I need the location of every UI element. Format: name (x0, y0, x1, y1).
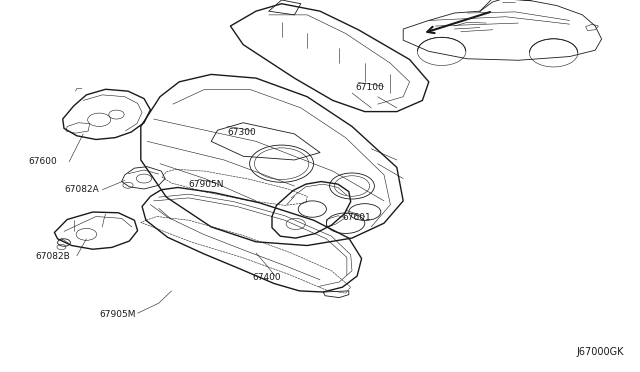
Text: 67905M: 67905M (99, 310, 136, 319)
Text: 67082A: 67082A (64, 185, 99, 194)
Text: 67600: 67600 (29, 157, 58, 166)
Text: 67905N: 67905N (189, 180, 224, 189)
Text: 67100: 67100 (355, 83, 384, 92)
Text: 67400: 67400 (253, 273, 282, 282)
Text: 67601: 67601 (342, 213, 371, 222)
Text: 67300: 67300 (227, 128, 256, 137)
Text: J67000GK: J67000GK (577, 347, 624, 357)
Text: 67082B: 67082B (35, 252, 70, 261)
